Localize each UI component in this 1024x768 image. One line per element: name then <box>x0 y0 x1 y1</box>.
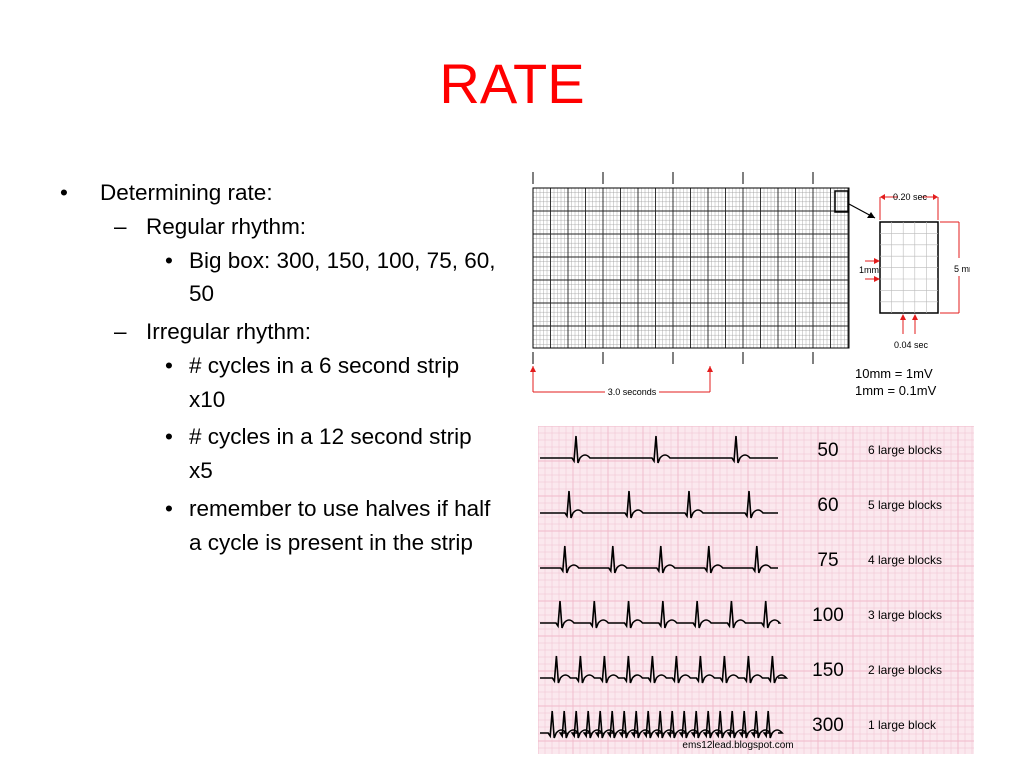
right-label: 5 mm <box>954 264 970 274</box>
bullet-text: remember to use halves if half a cycle i… <box>189 495 491 555</box>
rate-strip-row: 60 5 large blocks <box>540 490 942 519</box>
bullet-twelve-second: • # cycles in a 12 second strip x5 <box>58 420 498 488</box>
dash-marker: – <box>114 319 127 344</box>
box-bottom-label: 0.04 sec <box>894 340 929 350</box>
rate-strip-row: 50 6 large blocks <box>540 435 942 464</box>
voltage-label-2: 1mm = 0.1mV <box>855 383 937 398</box>
large-blocks-label: 2 large blocks <box>868 663 942 677</box>
bullet-marker: • <box>165 495 173 521</box>
bullet-text: Regular rhythm: <box>146 213 307 239</box>
rate-value: 150 <box>812 660 844 681</box>
zoom-box: 0.20 sec 5 mm 1mm 0.04 sec <box>834 190 970 350</box>
rate-value: 100 <box>812 605 844 626</box>
dash-marker: – <box>114 213 127 239</box>
slide-title: RATE <box>439 52 585 115</box>
rate-strip-row: 100 3 large blocks <box>540 600 942 629</box>
left-label: 1mm <box>859 265 879 275</box>
bullet-determining-rate: • Determining rate: <box>58 176 498 210</box>
bullet-text: # cycles in a 12 second strip x5 <box>189 424 472 483</box>
ecg-trace <box>540 545 778 574</box>
bullet-text: Irregular rhythm: <box>146 319 312 344</box>
ecg-trace <box>540 655 789 684</box>
large-blocks-label: 5 large blocks <box>868 498 942 512</box>
rate-strips-figure: 50 6 large blocks 60 5 large blocks 75 4 larg… <box>538 426 974 754</box>
rate-strip-row: 150 2 large blocks <box>540 655 942 684</box>
bullet-marker: • <box>165 247 173 273</box>
ecg-trace <box>540 490 778 519</box>
timing-marker: 3.0 seconds <box>530 366 713 397</box>
bullet-marker: • <box>165 424 173 450</box>
image-credit: ems12lead.blogspot.com <box>682 740 793 751</box>
ecg-trace <box>540 600 782 629</box>
bullet-list: • Determining rate: – Regular rhythm: • … <box>58 176 498 563</box>
bullet-marker: • <box>165 352 173 378</box>
rate-value: 300 <box>812 715 844 736</box>
bullet-marker: • <box>60 180 68 205</box>
bullet-text: Determining rate: <box>100 180 273 205</box>
bullet-six-second: • # cycles in a 6 second strip x10 <box>58 349 498 417</box>
ecg-grid-paper <box>532 172 850 364</box>
ecg-trace <box>540 710 784 739</box>
timing-label: 3.0 seconds <box>608 387 657 397</box>
bullet-text: Big box: 300, 150, 100, 75, 60, 50 <box>189 247 496 307</box>
rate-strip-row: 75 4 large blocks <box>540 545 942 574</box>
bullet-halves: • remember to use halves if half a cycle… <box>58 492 498 560</box>
ecg-grid-diagram: 0.20 sec 5 mm 1mm 0.04 sec 3.0 seconds 1… <box>530 172 970 398</box>
rate-value: 50 <box>817 440 838 461</box>
bullet-irregular-rhythm: – Irregular rhythm: <box>58 315 498 349</box>
ecg-trace <box>540 435 778 464</box>
large-blocks-label: 4 large blocks <box>868 553 942 567</box>
large-blocks-label: 1 large block <box>868 718 937 732</box>
bullet-regular-rhythm: – Regular rhythm: <box>58 210 498 244</box>
bullet-big-box: • Big box: 300, 150, 100, 75, 60, 50 <box>58 244 498 312</box>
rate-strip-row: 300 1 large block <box>540 710 937 739</box>
box-top-label: 0.20 sec <box>893 192 928 202</box>
large-blocks-label: 6 large blocks <box>868 443 942 457</box>
rate-value: 60 <box>817 495 838 516</box>
large-blocks-label: 3 large blocks <box>868 608 942 622</box>
voltage-label-1: 10mm = 1mV <box>855 366 933 381</box>
ecg-paper-background <box>538 426 974 754</box>
bullet-text: # cycles in a 6 second strip x10 <box>189 352 460 412</box>
ecg-paper-grid <box>538 426 974 754</box>
rate-value: 75 <box>817 550 838 571</box>
